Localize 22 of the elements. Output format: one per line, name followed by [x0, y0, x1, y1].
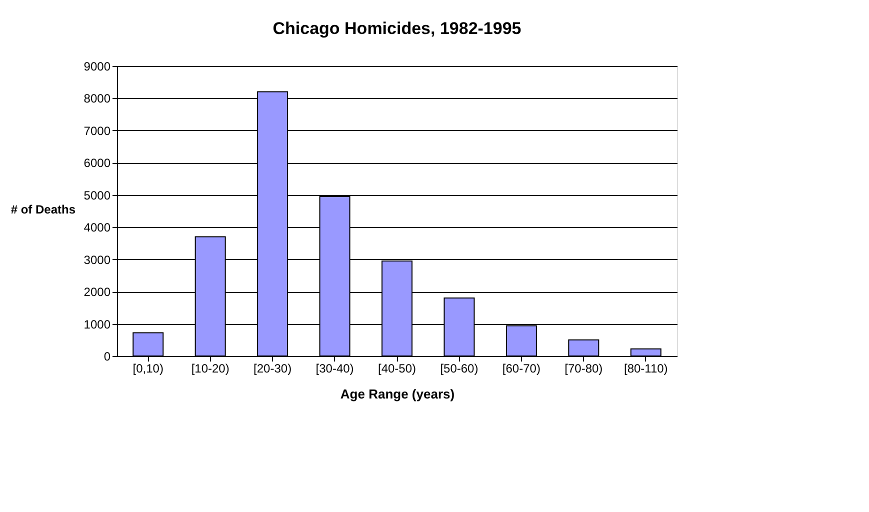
- x-axis-title: Age Range (years): [340, 386, 455, 402]
- y-tick-label: 8000: [84, 92, 111, 106]
- x-tick-label: [10-20): [191, 362, 230, 376]
- y-tick-label: 3000: [84, 252, 111, 267]
- x-tick-label: [50-60): [440, 362, 478, 376]
- x-tick-label: [40-50): [378, 362, 416, 376]
- x-tick-label: [20-30): [254, 362, 292, 376]
- x-tick-label: [30-40): [316, 362, 354, 376]
- x-tick-label: [0,10): [132, 362, 164, 376]
- x-tick-label: [80-110): [624, 362, 668, 376]
- chart-title: Chicago Homicides, 1982-1995: [272, 19, 522, 38]
- y-tick-label: 6000: [84, 156, 111, 170]
- y-tick-label: 5000: [84, 188, 111, 202]
- y-tick-label: 2000: [84, 285, 111, 300]
- y-tick-label: 4000: [84, 220, 111, 235]
- y-tick-label: 7000: [84, 124, 111, 138]
- y-tick-label: 0: [104, 350, 111, 364]
- x-tick-label: [70-80): [564, 362, 603, 376]
- x-tick-label: [60-70): [502, 362, 540, 376]
- y-tick-label: 1000: [84, 317, 111, 332]
- y-tick-label: 9000: [84, 60, 111, 74]
- y-axis-title: # of Deaths: [10, 202, 76, 216]
